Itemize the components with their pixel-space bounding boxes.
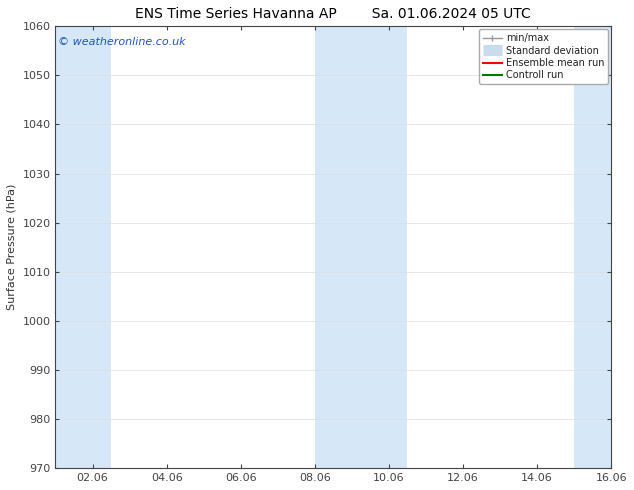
Bar bbox=[56, 26, 111, 468]
Text: © weatheronline.co.uk: © weatheronline.co.uk bbox=[58, 37, 186, 48]
Title: ENS Time Series Havanna AP        Sa. 01.06.2024 05 UTC: ENS Time Series Havanna AP Sa. 01.06.202… bbox=[136, 7, 531, 21]
Bar bbox=[574, 26, 611, 468]
Legend: min/max, Standard deviation, Ensemble mean run, Controll run: min/max, Standard deviation, Ensemble me… bbox=[479, 29, 609, 84]
Bar bbox=[315, 26, 408, 468]
Y-axis label: Surface Pressure (hPa): Surface Pressure (hPa) bbox=[7, 184, 17, 311]
